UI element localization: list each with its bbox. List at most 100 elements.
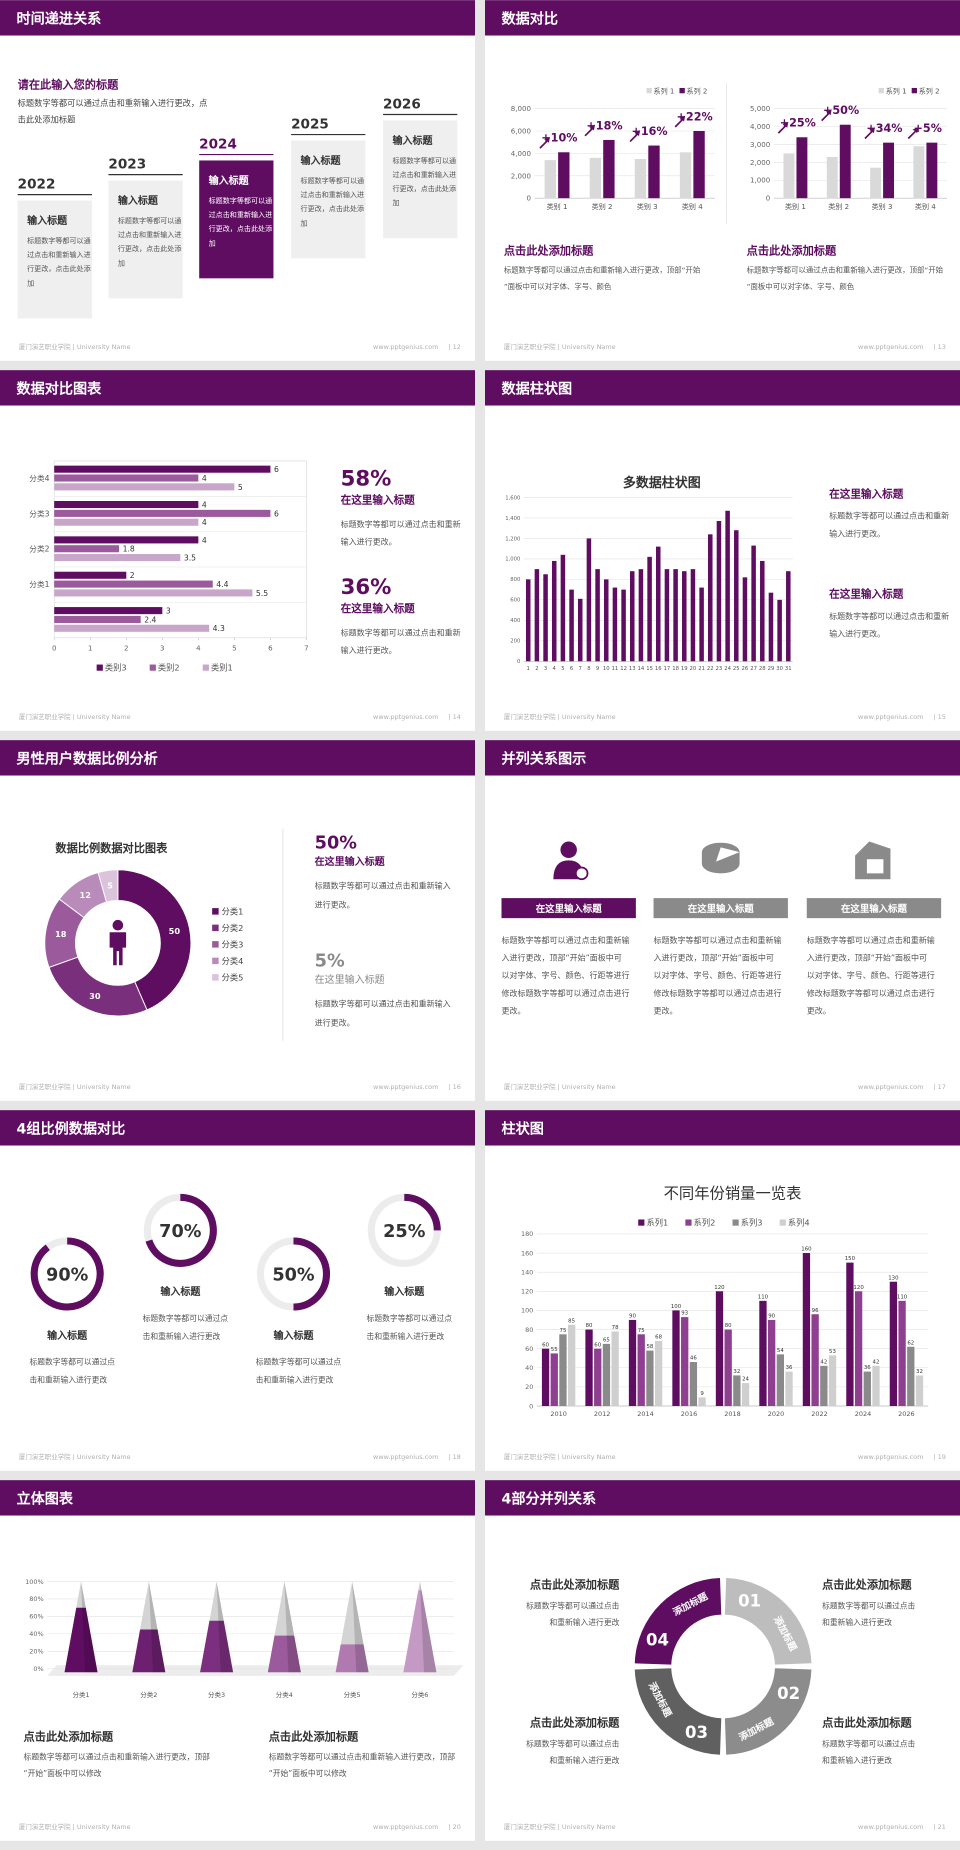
x-tick-label: 分类5: [344, 1690, 361, 1699]
bar: [926, 142, 938, 199]
x-tick-label: 2: [124, 644, 129, 653]
text-line: 修改标题数字等都可以通过点击进行: [654, 988, 782, 998]
data-label: 4: [202, 518, 207, 527]
x-tick-label: 5: [232, 644, 237, 653]
data-label: 78: [612, 1325, 619, 1331]
y-tick-label: 20: [525, 1383, 533, 1391]
column-bar: [806, 898, 942, 919]
slide-title: 4部分并列关系: [502, 1491, 597, 1508]
arrow: [821, 109, 832, 122]
header-bar: [0, 740, 475, 776]
stat-body: 标题数字等都可以通过点击和重新输入进行更改。: [341, 519, 461, 547]
data-label: 5: [107, 881, 113, 891]
y-tick-label: 6,000: [511, 126, 532, 135]
bar: [785, 1371, 793, 1407]
x-tick-label: 类别 3: [872, 202, 893, 211]
footer-left: 厦门演艺职业学院 | University Name: [19, 1452, 131, 1461]
x-tick-label: 13: [629, 666, 636, 672]
y-tick-label: 80%: [29, 1595, 43, 1603]
y-tick-label: 2,000: [511, 171, 532, 180]
x-tick-label: 1: [88, 644, 93, 653]
bar: [577, 598, 583, 662]
bar: [656, 546, 661, 662]
bar: [654, 1340, 663, 1407]
heading: 点击此处添加标题: [747, 244, 837, 258]
y-tick-label: 5,000: [750, 104, 771, 113]
bar: [664, 569, 670, 662]
data-label: 50: [169, 926, 181, 936]
y-tick-label: 0%: [33, 1665, 43, 1673]
x-tick-label: 20: [690, 666, 697, 672]
icon-body: [109, 932, 127, 966]
header-bar: [485, 370, 960, 406]
text-line: 过点击和重新输入进: [118, 230, 182, 239]
footer-left: 厦门演艺职业学院 | University Name: [19, 1082, 131, 1091]
data-label: 36: [864, 1365, 871, 1371]
bar: [690, 569, 696, 662]
data-label: 130: [888, 1275, 899, 1281]
text-line: 和重新输入进行更改: [822, 1755, 892, 1765]
bar: [54, 518, 199, 526]
slide-background: [485, 740, 960, 1101]
segment-number: 04: [646, 1631, 669, 1650]
gauge-body: 标题数字等都可以通过点击和重新输入进行更改: [29, 1357, 115, 1385]
segment: [634, 1578, 722, 1665]
data-label: 80: [586, 1323, 593, 1329]
x-tick-label: 10: [603, 666, 610, 672]
x-tick-label: 7: [304, 644, 309, 653]
bar: [54, 554, 181, 562]
text-line: 标题数字等都可以通过点击和重新输入进行更改，顶部: [269, 1752, 456, 1762]
legend-label: 系列3: [741, 1218, 763, 1228]
bar: [802, 1253, 811, 1407]
bar: [786, 571, 791, 662]
footer-site: www.pptgenius.com: [373, 713, 438, 721]
arrow: [584, 124, 596, 137]
x-tick-label: 类别 2: [592, 202, 613, 211]
bar: [603, 579, 609, 662]
stat-value: 5%: [315, 951, 345, 971]
data-label: 32: [733, 1369, 740, 1375]
year: 2026: [383, 97, 421, 113]
x-tick-label: 25: [733, 666, 740, 672]
column-bar: [501, 898, 636, 919]
text-line: 输入进行更改。: [341, 645, 397, 655]
annotation: +10%: [541, 132, 577, 145]
column-body: 标题数字等都可以通过点击和重新输入进行更改，顶部“开始”面板中可以对字体、字号、…: [807, 935, 935, 1016]
gauge-label: 25%: [383, 1222, 426, 1242]
text-line: 更改。: [807, 1006, 831, 1016]
x-tick-label: 7: [579, 666, 582, 672]
bar: [751, 545, 756, 662]
data-label: 68: [655, 1335, 662, 1341]
bar: [734, 530, 739, 662]
text-line: 标题数字等都可以通: [392, 156, 456, 165]
y-tick-label: 140: [521, 1268, 533, 1276]
note-body: 标题数字等都可以通过点击和重新输入进行更改，顶部 “开始”面板中可以修改: [24, 1752, 211, 1779]
footer-left: 厦门演艺职业学院 | University Name: [19, 712, 131, 721]
bar: [54, 509, 271, 517]
bar: [559, 1334, 567, 1407]
text-line: 标题数字等都可以通: [209, 196, 273, 205]
x-tick-label: 14: [638, 666, 645, 672]
body: 标题数字等都可以通过点击和重新输入进行更改，顶部“开始 ”面板中可以对字体、字号、…: [747, 264, 944, 291]
bar: [54, 607, 163, 615]
bar: [560, 554, 566, 662]
arrow: [777, 121, 789, 134]
data-label: 5.5: [256, 589, 268, 598]
block-title: 在这里输入标题: [829, 588, 904, 601]
slide-title: 立体图表: [17, 1491, 74, 1508]
text-line: ”面板中可以对字体、字号、颜色: [747, 281, 855, 291]
legend-label: 系列 2: [687, 86, 708, 95]
bar: [646, 1350, 654, 1407]
page-number: | 21: [933, 1823, 945, 1831]
header-bar: [0, 0, 475, 36]
data-label: 2.4: [144, 615, 156, 624]
footer-site: www.pptgenius.com: [858, 1083, 923, 1091]
bar: [567, 1324, 576, 1407]
footer-site: www.pptgenius.com: [373, 1083, 438, 1091]
year: 2023: [108, 157, 146, 173]
header-bar: [485, 1480, 960, 1516]
text-line: 入进行更改，顶部“开始”面板中可: [502, 953, 622, 963]
y-tick-label: 160: [521, 1249, 533, 1257]
